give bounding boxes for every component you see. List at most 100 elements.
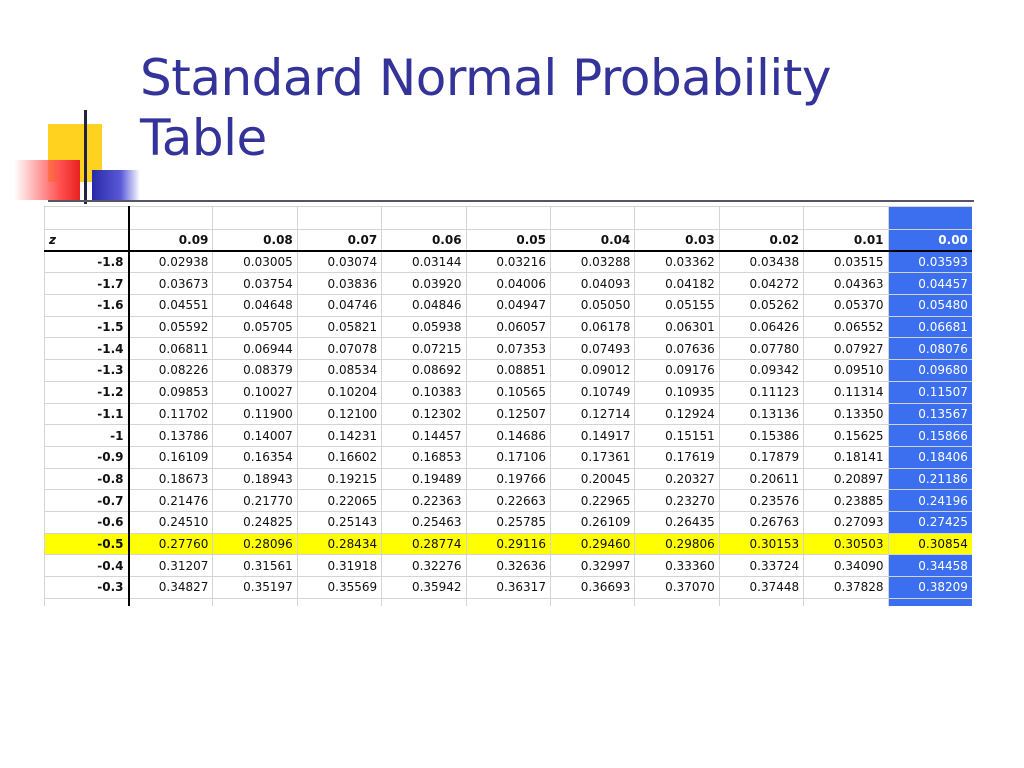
probability-cell: 0.28096 [212,532,298,556]
probability-cell: 0.09342 [718,359,805,382]
probability-cell: 0.36317 [465,576,551,599]
probability-cell: 0.37448 [718,576,805,599]
probability-cell: 0.07353 [465,337,551,361]
probability-cell: 0.29806 [634,532,720,556]
probability-cell: 0.04746 [296,294,383,317]
probability-cell: 0.05370 [803,294,889,317]
decor-blue-bar [92,170,140,200]
probability-cell: 0.30503 [803,532,889,556]
probability-cell: 0.11314 [803,380,889,404]
probability-cell: 0.14917 [549,424,636,447]
probability-cell: 0.19489 [381,467,467,491]
probability-cell: 0.04093 [549,272,636,296]
probability-cell: 0.26763 [718,510,805,534]
probability-cell: 0.15151 [634,424,720,447]
probability-cell: 0.16602 [296,445,383,469]
blank-cell [465,597,551,607]
probability-cell: 0.07927 [803,337,889,361]
blank-cell [127,597,214,607]
probability-cell: 0.13786 [127,424,214,447]
probability-cell: 0.06057 [465,315,551,339]
z-value-cell: -1.3 [44,359,130,382]
probability-cell: 0.18943 [212,467,298,491]
probability-cell: 0.32636 [465,554,551,577]
probability-cell: 0.15625 [803,424,889,447]
probability-cell: 0.26109 [549,510,636,534]
probability-cell: 0.17106 [465,445,551,469]
probability-cell: 0.08534 [296,359,383,382]
probability-cell: 0.15386 [718,424,805,447]
probability-cell: 0.05592 [127,315,214,339]
probability-cell: 0.07078 [296,337,383,361]
probability-cell: 0.18673 [127,467,214,491]
probability-cell: 0.09510 [803,359,889,382]
probability-cell: 0.06426 [718,315,805,339]
table-row: -1.6 0.04551 0.04648 0.04746 0.04846 0.04947 0… [44,294,972,317]
z-value-cell: -0.6 [44,510,130,534]
blank-cell [381,206,467,230]
probability-cell: 0.35942 [381,576,467,599]
table-row: -1.5 0.05592 0.05705 0.05821 0.05938 0.06057 0… [44,315,972,339]
probability-cell: 0.17879 [718,445,805,469]
z-value-cell: -0.3 [44,576,130,599]
blank-cell [296,597,383,607]
probability-cell: 0.13350 [803,402,889,426]
blank-cell [887,597,972,607]
probability-cell: 0.03144 [381,250,467,274]
column-header: 0.05 [465,229,551,253]
table-row: -0.6 0.24510 0.24825 0.25143 0.25463 0.25785 0… [44,510,972,534]
probability-cell: 0.07636 [634,337,720,361]
probability-cell: 0.31207 [127,554,214,577]
probability-cell: 0.22065 [296,489,383,512]
z-value-cell: -1.2 [44,380,130,404]
blank-cell [718,597,805,607]
probability-cell: 0.03074 [296,250,383,274]
probability-cell: 0.03362 [634,250,720,274]
table-row: -0.7 0.21476 0.21770 0.22065 0.22363 0.22663 0… [44,489,972,512]
column-header: 0.08 [212,229,298,253]
probability-cell: 0.04846 [381,294,467,317]
blank-cell [549,206,636,230]
probability-cell: 0.22663 [465,489,551,512]
probability-cell: 0.27093 [803,510,889,534]
probability-cell: 0.28434 [296,532,383,556]
probability-cell: 0.20327 [634,467,720,491]
probability-cell: 0.11507 [887,380,972,404]
probability-cell: 0.12302 [381,402,467,426]
z-value-cell: -1.4 [44,337,130,361]
probability-cell: 0.35197 [212,576,298,599]
decor-vertical-line [84,110,87,204]
probability-cell: 0.05262 [718,294,805,317]
probability-cell: 0.21770 [212,489,298,512]
z-value-cell: -1.1 [44,402,130,426]
table-row: -1 0.13786 0.14007 0.14231 0.14457 0.14686 0.1… [44,424,972,447]
probability-cell: 0.20611 [718,467,805,491]
probability-cell: 0.13136 [718,402,805,426]
probability-cell: 0.05050 [549,294,636,317]
probability-cell: 0.13567 [887,402,972,426]
blank-cell [718,206,805,230]
title-line-1: Standard Normal Probability [140,49,831,107]
probability-cell: 0.04006 [465,272,551,296]
probability-cell: 0.16354 [212,445,298,469]
probability-cell: 0.37070 [634,576,720,599]
probability-cell: 0.11123 [718,380,805,404]
probability-cell: 0.06301 [634,315,720,339]
probability-cell: 0.24825 [212,510,298,534]
probability-cell: 0.03673 [127,272,214,296]
probability-cell: 0.07215 [381,337,467,361]
probability-cell: 0.19766 [465,467,551,491]
table-blank-row [44,206,972,230]
probability-cell: 0.21476 [127,489,214,512]
blank-cell [212,597,298,607]
z-value-cell: -1 [44,424,130,447]
probability-cell: 0.09176 [634,359,720,382]
probability-cell: 0.10204 [296,380,383,404]
probability-cell: 0.03836 [296,272,383,296]
probability-cell: 0.23270 [634,489,720,512]
probability-cell: 0.33360 [634,554,720,577]
probability-cell: 0.07780 [718,337,805,361]
probability-cell: 0.17361 [549,445,636,469]
probability-cell: 0.17619 [634,445,720,469]
probability-cell: 0.05155 [634,294,720,317]
